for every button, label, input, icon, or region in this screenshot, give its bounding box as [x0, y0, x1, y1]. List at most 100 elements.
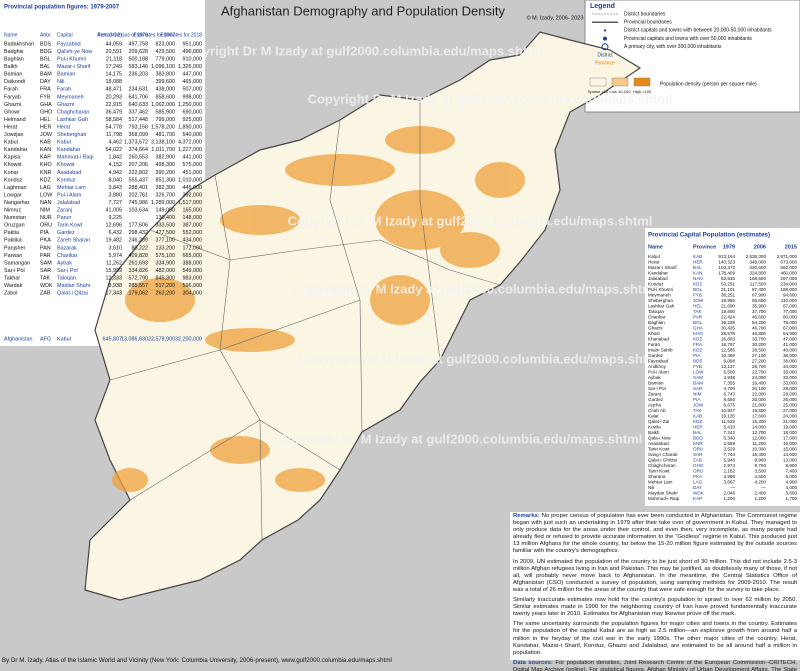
table-cell: Parwan: [4, 253, 22, 259]
table-cell: 2,536,300: [746, 254, 767, 259]
table-cell: 3,610: [109, 245, 123, 251]
remarks-text: The same uncertainty surrounds the popul…: [513, 621, 797, 656]
table-cell: 88,222: [132, 245, 149, 251]
table-cell: KNR: [693, 441, 703, 446]
table-cell: 22,000: [752, 392, 766, 397]
table-cell: Pul-i Khumri: [648, 287, 673, 292]
table-cell: 1,096,100: [151, 64, 175, 70]
watermark: Copyright Dr M Izady at gulf2000.columbi…: [288, 213, 653, 228]
table-cell: 47,000: [783, 337, 797, 342]
table-cell: 26,700: [752, 364, 766, 369]
table-cell: 79,000: [783, 320, 797, 325]
table-cell: 3,600: [786, 491, 798, 496]
table-cell: 409,828: [129, 253, 149, 259]
table-cell: KDZ: [693, 337, 702, 342]
column-header: Name: [4, 32, 18, 38]
table-title: Provincial population figures: 1979-2007: [4, 5, 120, 11]
table-cell: 3,880: [109, 192, 123, 198]
table-cell: 392,000: [183, 192, 203, 198]
table-cell: Ghazni: [648, 326, 663, 331]
table-cell: 1,250,000: [178, 102, 202, 108]
table-cell: PAR: [40, 253, 51, 259]
table-cell: 27,100: [752, 353, 766, 358]
table-cell: 20,591: [106, 49, 123, 55]
column-header: Province: [693, 244, 716, 250]
table-cell: 263,200: [156, 291, 176, 297]
table-cell: SAM: [693, 375, 703, 380]
column-header: Partial Census of 1979: [97, 32, 148, 38]
table-cell: 80,000: [783, 315, 797, 320]
table-cell: Kandahar: [4, 147, 28, 153]
table-cell: TAK: [40, 275, 50, 281]
table-cell: 552,000: [183, 230, 203, 236]
table-cell: 1,200: [755, 496, 767, 501]
table-cell: 53,251: [721, 282, 735, 287]
table-cell: 374,664: [129, 147, 149, 153]
table-cell: Bamian: [57, 72, 75, 78]
table-cell: KAB: [40, 140, 51, 146]
table-cell: 19,135: [721, 414, 735, 419]
table-cell: Baghlan: [648, 320, 665, 325]
table-cell: Khowst: [57, 162, 75, 168]
table-cell: 913,164: [718, 254, 735, 259]
table-cell: Kalat: [648, 414, 659, 419]
table-cell: 20,293: [106, 94, 123, 100]
table-cell: 27,000: [783, 408, 797, 413]
table-title: Provincial Capital Population (estimates…: [648, 232, 770, 239]
table-cell: Imam Sahib: [648, 348, 673, 353]
table-cell: 67,000: [783, 326, 797, 331]
table-cell: 22,424: [721, 315, 735, 320]
table-cell: 46,800: [752, 331, 766, 336]
table-cell: 16,400: [752, 452, 766, 457]
legend-symbol: [603, 36, 607, 41]
table-cell: Zaranj: [57, 208, 72, 214]
table-cell: Tarin Kowt: [648, 469, 670, 474]
table-cell: 349,000: [749, 260, 766, 265]
table-cell: KNR: [40, 170, 51, 176]
table-cell: 36,479: [106, 109, 123, 115]
table-cell: 429,500: [156, 49, 176, 55]
table-cell: Meymaneh: [57, 94, 84, 100]
table-cell: Khowst: [4, 162, 22, 168]
table-cell: 481,700: [156, 132, 176, 138]
table-cell: 168,600: [749, 276, 766, 281]
table-cell: 15,999: [106, 268, 123, 274]
table-cell: 517,200: [156, 283, 176, 289]
table-cell: TAK: [693, 309, 703, 314]
table-cell: FYB: [693, 364, 702, 369]
table-cell: 12,585: [721, 348, 735, 353]
table-cell: Sharana: [648, 474, 666, 479]
remarks-paragraph: The same uncertainty surrounds the popul…: [513, 621, 797, 656]
table-cell: 24,000: [752, 375, 766, 380]
table-cell: 387,000: [183, 223, 203, 229]
table-cell: 382,300: [156, 185, 176, 191]
table-cell: Konar: [4, 170, 19, 176]
table-cell: Ghazni: [4, 102, 21, 108]
table-cell: 1,289,000: [151, 200, 175, 206]
table-cell: 337,462: [129, 109, 149, 115]
table-cell: BGL: [693, 320, 703, 325]
table-cell: 9,960: [755, 458, 767, 463]
table-cell: 11,262: [106, 260, 122, 266]
table-cell: 234,631: [129, 87, 149, 93]
table-cell: 11,532: [721, 419, 735, 424]
table-cell: 53,915: [721, 276, 735, 281]
table-cell: 2,589: [724, 441, 736, 446]
table-cell: 48,471: [106, 87, 123, 93]
table-cell: FRA: [40, 87, 51, 93]
table-cell: 575,100: [156, 253, 176, 259]
table-cell: Pul-i Alam: [57, 192, 82, 198]
table-cell: Zareh Sharan: [57, 238, 90, 244]
table-cell: 330,600: [749, 265, 766, 270]
watermark: Copyright Dr M Izady at gulf2000.columbi…: [178, 43, 543, 58]
table-cell: GHA: [40, 102, 52, 108]
table-cell: Mehtar Lam: [57, 185, 86, 191]
table-cell: 87,400: [752, 287, 766, 292]
table-cell: 285,557: [129, 283, 149, 289]
table-cell: 133,200: [156, 245, 176, 251]
table-cell: 19,500: [752, 408, 766, 413]
table-cell: 77,000: [783, 309, 797, 314]
column-header: Area (km2): [97, 32, 122, 38]
table-cell: JOW: [693, 403, 704, 408]
table-cell: 177,606: [129, 223, 149, 229]
